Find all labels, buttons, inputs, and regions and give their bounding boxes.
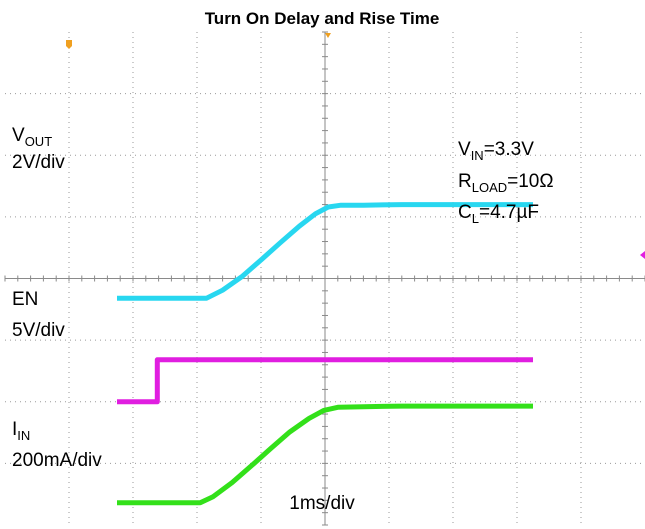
vin-condition: VIN=3.3V bbox=[458, 139, 534, 163]
en-scale-label: 5V/div bbox=[12, 320, 65, 341]
rload-condition: RLOAD=10Ω bbox=[458, 171, 554, 195]
en-label: EN bbox=[12, 289, 38, 310]
vout-label: VOUT bbox=[12, 125, 52, 149]
chart-title: Turn On Delay and Rise Time bbox=[205, 9, 440, 28]
iin-scale-label: 200mA/div bbox=[12, 450, 102, 471]
time-trigger-marker bbox=[325, 33, 331, 38]
ch1-trigger-marker bbox=[66, 40, 72, 49]
iin-label: IIN bbox=[12, 419, 30, 443]
trace-vout bbox=[117, 202, 533, 301]
en-ground-marker bbox=[640, 251, 645, 259]
trace-en bbox=[117, 357, 533, 405]
trace-iin bbox=[117, 403, 533, 506]
time-scale-label: 1ms/div bbox=[289, 493, 355, 514]
vout-scale-label: 2V/div bbox=[12, 152, 65, 173]
cl-condition: CL=4.7µF bbox=[458, 202, 539, 226]
trace-layer bbox=[117, 202, 533, 506]
